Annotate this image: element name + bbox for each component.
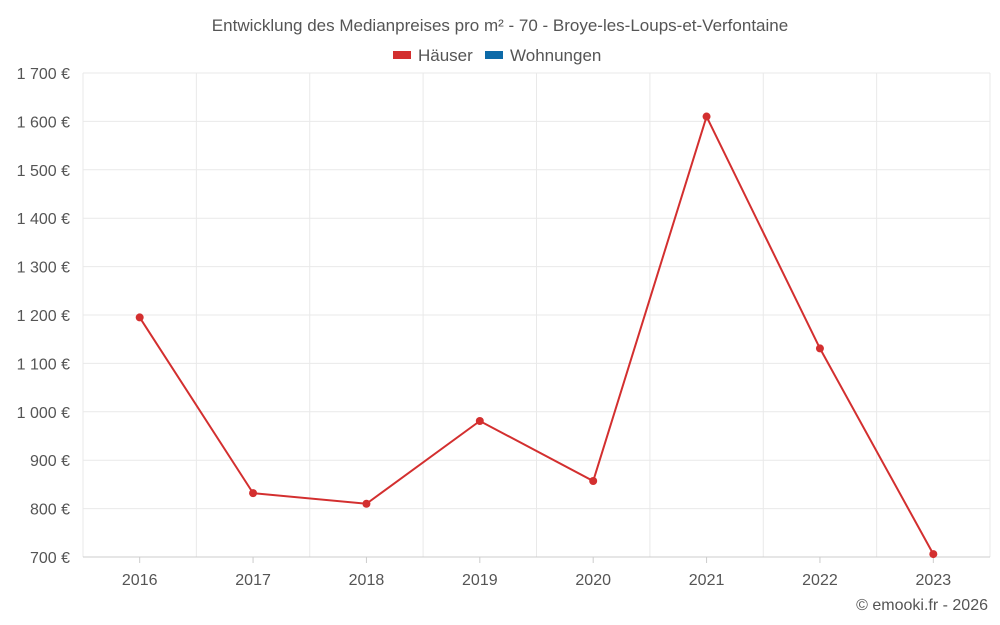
x-tick-label: 2016 (122, 572, 158, 589)
y-tick-label: 1 700 € (17, 66, 70, 83)
y-tick-label: 1 200 € (17, 308, 70, 325)
y-axis-tick-labels: 700 € 800 € 900 € 1 000 € 1 100 € 1 200 € 1 30… (17, 66, 70, 567)
data-point-haeuser[interactable] (135, 313, 144, 322)
legend[interactable]: Häuser Wohnungen (393, 46, 601, 65)
y-tick-label: 1 600 € (17, 114, 70, 131)
x-gridlines (82, 73, 991, 557)
y-tick-label: 1 100 € (17, 356, 70, 373)
x-tick-label: 2021 (689, 572, 725, 589)
x-axis-tick-labels: 2016 2017 2018 2019 2020 2021 2022 2023 (122, 557, 951, 589)
x-tick-label: 2019 (462, 572, 498, 589)
data-point-haeuser[interactable] (249, 489, 258, 498)
credit-text: © emooki.fr - 2026 (856, 597, 988, 614)
data-point-haeuser[interactable] (475, 416, 484, 425)
y-tick-label: 900 € (30, 453, 70, 470)
series-line-haeuser (138, 113, 935, 555)
chart-title: Entwicklung des Medianpreises pro m² - 7… (212, 16, 788, 35)
legend-swatch-haeuser (393, 51, 411, 59)
legend-item-wohnungen[interactable]: Wohnungen (485, 46, 601, 65)
x-tick-label: 2017 (235, 572, 271, 589)
x-tick-label: 2023 (916, 572, 952, 589)
y-tick-label: 1 000 € (17, 405, 70, 422)
data-point-haeuser[interactable] (702, 112, 711, 121)
legend-swatch-wohnungen (485, 51, 503, 59)
data-point-haeuser[interactable] (589, 477, 598, 486)
y-tick-label: 800 € (30, 502, 70, 519)
legend-item-haeuser[interactable]: Häuser (393, 46, 473, 65)
x-tick-label: 2018 (349, 572, 385, 589)
y-tick-label: 700 € (30, 550, 70, 567)
data-point-haeuser[interactable] (362, 499, 371, 508)
y-tick-label: 1 400 € (17, 211, 70, 228)
x-tick-label: 2020 (575, 572, 611, 589)
data-point-haeuser[interactable] (815, 344, 824, 353)
y-tick-label: 1 300 € (17, 260, 70, 277)
data-point-haeuser[interactable] (929, 550, 938, 559)
legend-label-haeuser: Häuser (418, 46, 473, 65)
series-layer (135, 112, 938, 559)
x-tick-label: 2022 (802, 572, 838, 589)
y-tick-label: 1 500 € (17, 163, 70, 180)
legend-label-wohnungen: Wohnungen (510, 46, 601, 65)
